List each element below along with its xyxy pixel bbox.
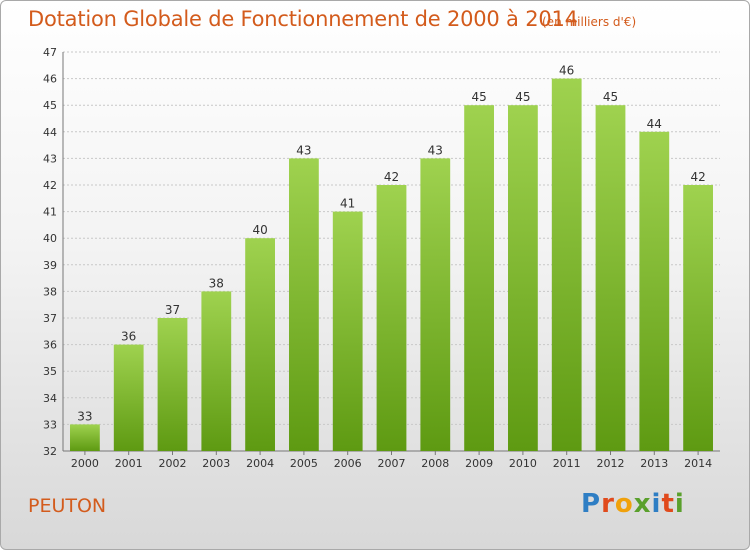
bar-2002 — [157, 318, 188, 451]
bar-2009 — [464, 105, 494, 451]
bar-2000 — [70, 424, 100, 451]
logo-letter: P — [581, 489, 602, 519]
x-tick-label: 2013 — [640, 457, 668, 470]
bar-2007 — [376, 185, 407, 451]
bar-value-label: 42 — [690, 170, 705, 184]
y-tick-label: 44 — [43, 126, 57, 139]
bar-value-label: 43 — [296, 143, 311, 157]
chart-title: Dotation Globale de Fonctionnement de 20… — [28, 7, 578, 31]
y-tick-label: 37 — [43, 312, 57, 325]
bar-2003 — [201, 291, 232, 451]
bar-2013 — [639, 131, 670, 452]
bar-value-label: 36 — [121, 330, 136, 344]
x-tick-label: 2014 — [684, 457, 712, 470]
bar-2011 — [551, 78, 582, 451]
bar-2001 — [113, 344, 144, 451]
axes: 32 33 34 35 36 37 38 39 40 41 42 43 44 45 46 47 — [43, 46, 720, 458]
bar-value-label: 43 — [428, 143, 443, 157]
commune-name: PEUTON — [28, 495, 107, 517]
x-tick-label: 2011 — [553, 457, 581, 470]
bar-2010 — [508, 105, 538, 451]
x-tick-label: 2012 — [597, 457, 625, 470]
bar-2014 — [683, 185, 713, 451]
logo-letter: i — [651, 489, 662, 519]
y-tick-label: 34 — [43, 392, 57, 405]
bar-value-label: 46 — [559, 64, 574, 78]
bar-value-label: 38 — [209, 276, 224, 290]
bar-value-label: 44 — [647, 117, 662, 131]
bar-value-label: 41 — [340, 197, 355, 211]
bar-2005 — [289, 158, 319, 451]
bar-value-label: 37 — [165, 303, 180, 317]
bar-2012 — [595, 105, 626, 451]
x-tick-label: 2000 — [71, 457, 99, 470]
x-tick-label: 2001 — [115, 457, 143, 470]
bar-2006 — [332, 211, 363, 451]
bar-value-label: 45 — [471, 90, 486, 104]
logo-letter: t — [661, 489, 675, 519]
chart-unit: (en milliers d'€) — [542, 15, 637, 29]
y-tick-label: 43 — [43, 152, 57, 165]
bar-value-label: 40 — [252, 223, 267, 237]
labels: 33 2000 36 2001 37 2002 38 2003 40 2004 43 2005 41 20… — [71, 64, 712, 470]
bars — [70, 78, 713, 452]
bar-value-label: 45 — [603, 90, 618, 104]
y-tick-label: 40 — [43, 232, 57, 245]
proxiti-logo: Proxiti — [581, 489, 685, 519]
y-tick-label: 41 — [43, 206, 57, 219]
y-tick-label: 35 — [43, 365, 57, 378]
y-tick-label: 38 — [43, 285, 57, 298]
logo-letter: i — [674, 489, 685, 519]
logo-letter: r — [601, 489, 615, 519]
logo-letter: x — [633, 489, 652, 519]
x-tick-label: 2005 — [290, 457, 318, 470]
bar-value-label: 45 — [515, 90, 530, 104]
y-tick-label: 32 — [43, 445, 57, 458]
y-tick-label: 45 — [43, 99, 57, 112]
bar-value-label: 33 — [77, 409, 92, 423]
bar-2008 — [420, 158, 451, 451]
x-tick-label: 2007 — [378, 457, 406, 470]
x-tick-label: 2008 — [421, 457, 449, 470]
logo-letter: o — [614, 489, 634, 519]
y-tick-label: 39 — [43, 259, 57, 272]
bar-2004 — [245, 238, 275, 451]
x-tick-label: 2003 — [202, 457, 230, 470]
x-tick-label: 2002 — [159, 457, 187, 470]
y-tick-label: 36 — [43, 339, 57, 352]
x-tick-label: 2004 — [246, 457, 274, 470]
y-tick-label: 46 — [43, 73, 57, 86]
y-tick-label: 42 — [43, 179, 57, 192]
bar-value-label: 42 — [384, 170, 399, 184]
y-tick-label: 33 — [43, 418, 57, 431]
x-tick-label: 2010 — [509, 457, 537, 470]
x-tick-label: 2009 — [465, 457, 493, 470]
x-tick-label: 2006 — [334, 457, 362, 470]
y-tick-label: 47 — [43, 46, 57, 59]
